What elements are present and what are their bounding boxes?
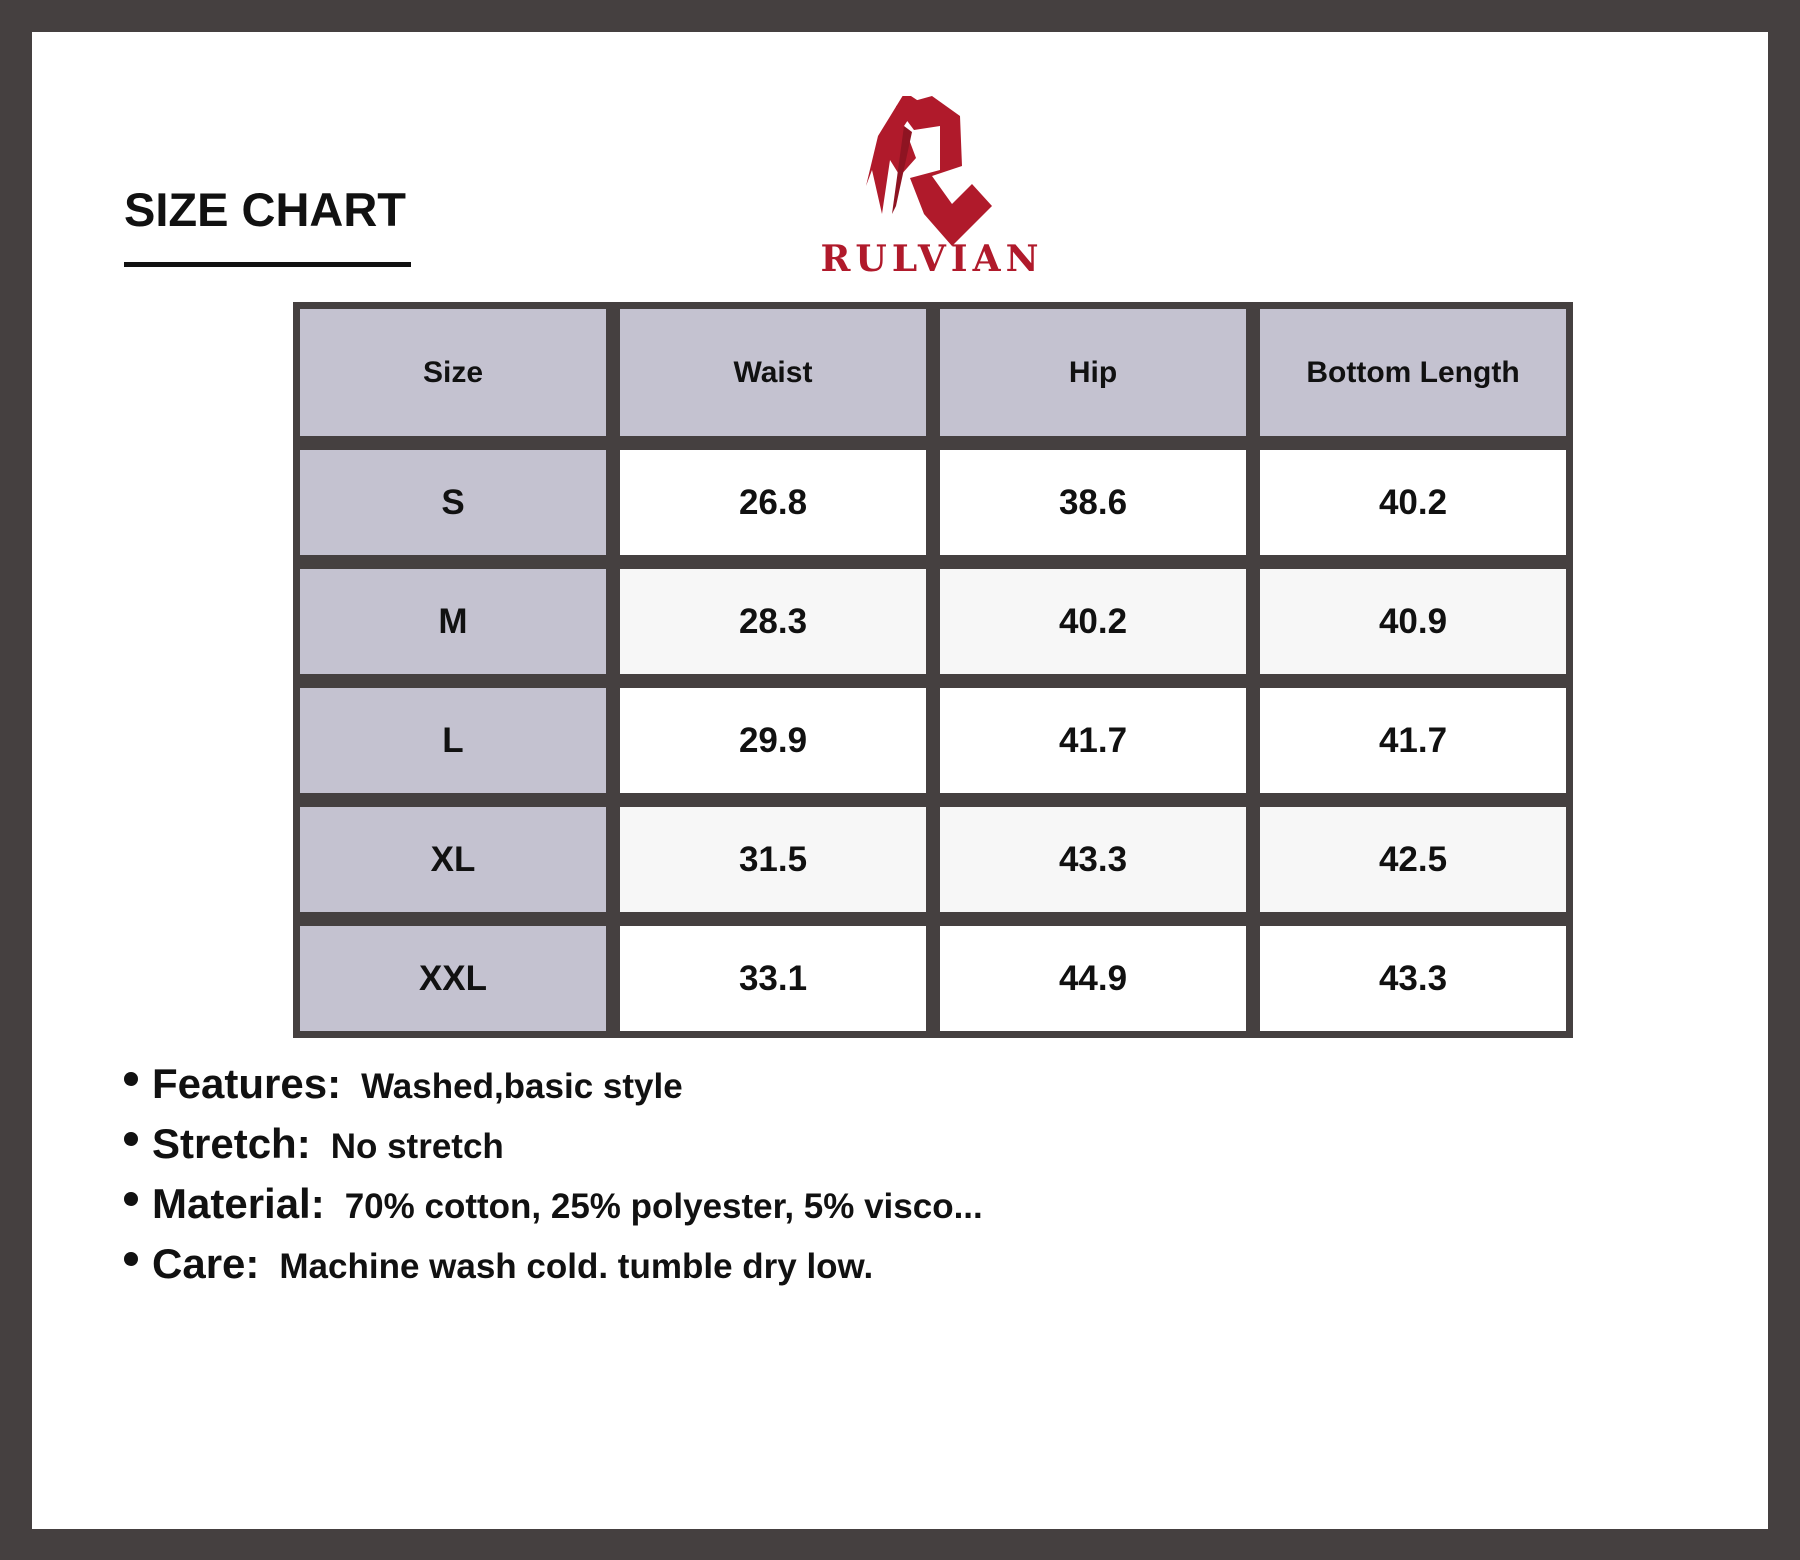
feature-features: Features: Washed,basic style <box>124 1060 683 1108</box>
waist-cell: 26.8 <box>620 450 926 555</box>
feature-value: Washed,basic style <box>361 1067 683 1106</box>
bottom-length-cell: 42.5 <box>1260 807 1566 912</box>
feature-label: Care: <box>152 1240 260 1287</box>
waist-cell: 31.5 <box>620 807 926 912</box>
hip-cell: 44.9 <box>940 926 1246 1031</box>
bottom-length-cell: 43.3 <box>1260 926 1566 1031</box>
bottom-length-cell: 41.7 <box>1260 688 1566 793</box>
waist-cell: 29.9 <box>620 688 926 793</box>
bullet-icon <box>124 1192 138 1206</box>
feature-label: Material: <box>152 1180 325 1227</box>
feature-stretch: Stretch: No stretch <box>124 1120 504 1168</box>
size-table: Size Waist Hip Bottom Length S 26.8 38.6… <box>293 302 1573 1038</box>
feature-value: 70% cotton, 25% polyester, 5% visco... <box>344 1187 983 1226</box>
header-size: Size <box>300 309 606 436</box>
size-cell: XXL <box>300 926 606 1031</box>
hip-cell: 38.6 <box>940 450 1246 555</box>
size-cell: L <box>300 688 606 793</box>
feature-material: Material: 70% cotton, 25% polyester, 5% … <box>124 1180 983 1228</box>
bottom-length-cell: 40.2 <box>1260 450 1566 555</box>
size-cell: M <box>300 569 606 674</box>
hip-cell: 43.3 <box>940 807 1246 912</box>
feature-care: Care: Machine wash cold. tumble dry low. <box>124 1240 873 1288</box>
size-chart-sheet: SIZE CHART RULVIAN Size Waist Hip Bottom… <box>32 32 1768 1529</box>
bullet-icon <box>124 1132 138 1146</box>
header-hip: Hip <box>940 309 1246 436</box>
brand-name: RULVIAN <box>820 238 1044 280</box>
title-underline <box>124 262 411 267</box>
header-bottom-length: Bottom Length <box>1260 309 1566 436</box>
size-cell: S <box>300 450 606 555</box>
feature-value: No stretch <box>330 1127 504 1166</box>
hip-cell: 41.7 <box>940 688 1246 793</box>
hip-cell: 40.2 <box>940 569 1246 674</box>
brand-logo-icon <box>866 96 992 246</box>
waist-cell: 33.1 <box>620 926 926 1031</box>
feature-label: Features: <box>152 1060 342 1107</box>
feature-value: Machine wash cold. tumble dry low. <box>279 1247 874 1286</box>
header-waist: Waist <box>620 309 926 436</box>
bullet-icon <box>124 1072 138 1086</box>
bullet-icon <box>124 1252 138 1266</box>
bottom-length-cell: 40.9 <box>1260 569 1566 674</box>
size-cell: XL <box>300 807 606 912</box>
page-title: SIZE CHART <box>124 183 406 236</box>
feature-label: Stretch: <box>152 1120 311 1167</box>
waist-cell: 28.3 <box>620 569 926 674</box>
